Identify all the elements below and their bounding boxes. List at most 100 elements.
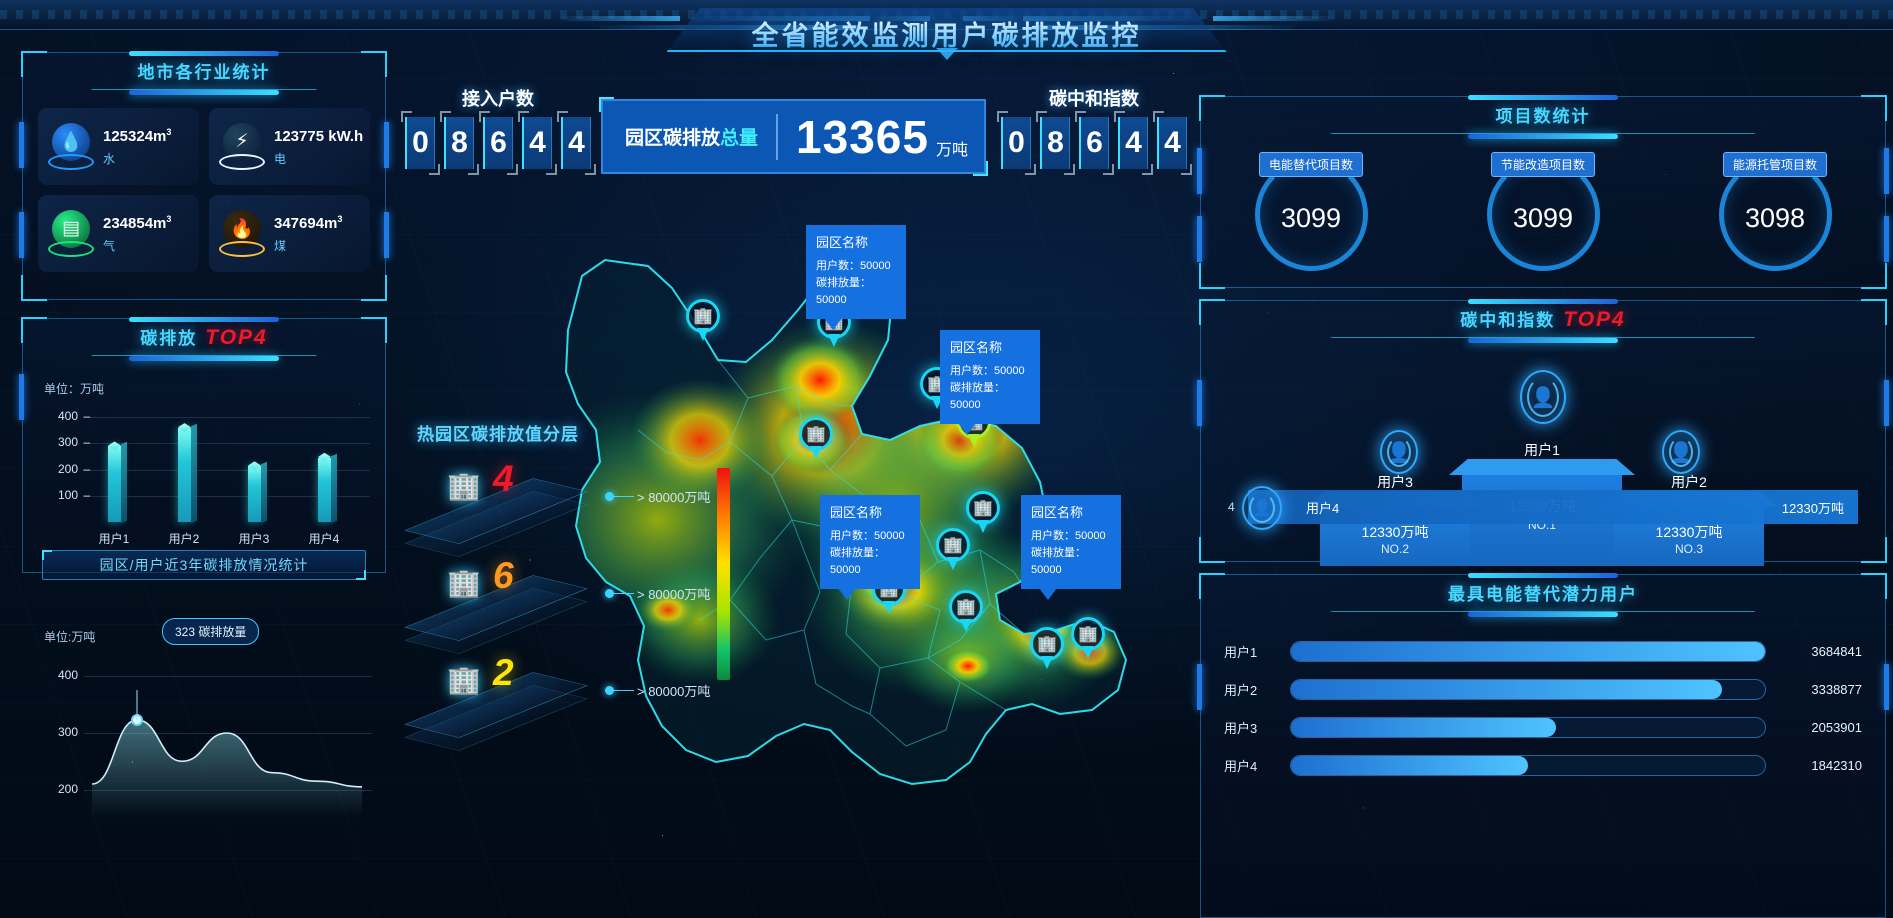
panel-title-text: 碳中和指数 TOP4 <box>1460 306 1625 332</box>
panel-title-underline <box>129 90 279 95</box>
emission-layer-item[interactable]: 🏢 4 > 80000万吨 <box>404 458 710 557</box>
counter-digit: 4 <box>1153 111 1192 175</box>
map-pin[interactable]: 🏢 <box>799 417 833 459</box>
project-ring[interactable]: 电能替代项目数 3099 <box>1226 152 1396 274</box>
project-ring[interactable]: 节能改造项目数 3099 <box>1458 152 1628 274</box>
flame-icon: 🔥 <box>217 209 267 259</box>
tooltip-emission: 碳排放量：50000 <box>1031 547 1086 577</box>
potential-user-value: 3338877 <box>1811 681 1862 697</box>
heat-color-scale <box>717 468 730 680</box>
bar[interactable] <box>178 428 191 522</box>
user-icon: 👤 <box>1530 386 1556 409</box>
counter-digit: 0 <box>997 111 1036 175</box>
x-axis-label: 用户3 <box>238 532 270 546</box>
map-pin[interactable]: 🏢 <box>949 590 983 632</box>
bar[interactable] <box>318 457 331 522</box>
potential-user-row[interactable]: 用户4 1842310 <box>1224 746 1862 784</box>
kpi-card-electricity[interactable]: ⚡ 123775 kW.h 电 <box>209 108 370 185</box>
map-pin[interactable]: 🏢 <box>936 528 970 570</box>
kpi-card-gas[interactable]: ▤ 234854m3 气 <box>38 195 199 272</box>
kpi-card-coal[interactable]: 🔥 347694m3 煤 <box>209 195 370 272</box>
tooltip-users: 用户数：50000 <box>830 530 905 543</box>
total-emission-label: 园区碳排放总量 <box>625 123 758 150</box>
page-header: 全省能效监测用户碳排放监控 <box>0 0 1893 72</box>
edge-tick <box>19 212 24 258</box>
bar-chart: 400 300 200 100 用户1 用户2 用户3 用户4 <box>42 404 370 546</box>
panel-title-area: 碳排放 TOP4 <box>22 317 386 364</box>
edge-tick <box>384 212 389 258</box>
corner-decoration <box>1199 299 1225 325</box>
grid-line <box>84 469 370 471</box>
progress-track <box>1290 640 1766 662</box>
potential-user-value: 2053901 <box>1811 719 1862 735</box>
potential-user-row[interactable]: 用户2 3338877 <box>1224 670 1862 708</box>
three-year-stats-button[interactable]: 园区/用户近3年碳排放情况统计 <box>42 550 366 580</box>
layer-dot <box>605 686 614 695</box>
building-icon: 🏢 <box>936 528 970 562</box>
rank-four-row[interactable]: 4 👤 用户4 12330万吨 <box>1228 486 1858 530</box>
edge-tick <box>1197 148 1202 194</box>
podium-rank: NO.3 <box>1674 542 1703 556</box>
podium-name: 用户3 <box>1377 474 1413 490</box>
map-pin[interactable]: 🏢 <box>686 299 720 341</box>
page-title: 全省能效监测用户碳排放监控 <box>752 14 1142 53</box>
map-pin[interactable]: 🏢 <box>1030 627 1064 669</box>
layer-dot <box>605 589 614 598</box>
map-tooltip: 园区名称 用户数：50000 碳排放量：50000 <box>940 330 1040 436</box>
panel-title-accent: TOP4 <box>205 326 268 349</box>
project-ring[interactable]: 能源托管项目数 3098 <box>1690 152 1860 274</box>
lightning-bolt-icon: ⚡ <box>217 122 267 172</box>
pin-tail <box>968 434 980 447</box>
kpi-card-water[interactable]: 💧 125324m3 水 <box>38 108 199 185</box>
map-pin[interactable]: 🏢 <box>1071 617 1105 659</box>
layer-connector <box>614 593 634 594</box>
potential-user-value: 1842310 <box>1811 757 1862 773</box>
kpi-value: 234854m <box>103 214 167 232</box>
y-axis-tick: 100 <box>42 488 90 502</box>
user-icon: 👤 <box>1668 441 1694 464</box>
layer-threshold: > 80000万吨 <box>637 490 711 505</box>
trend-annotation-badge: 323 碳排放量 <box>162 618 260 645</box>
counter-digit: 4 <box>557 111 596 175</box>
kpi-label: 电 <box>274 151 287 166</box>
potential-user-row[interactable]: 用户1 3684841 <box>1224 632 1862 670</box>
map-pin[interactable]: 🏢 <box>966 491 1000 533</box>
edge-tick <box>384 122 389 168</box>
project-ring-label: 节能改造项目数 <box>1490 152 1596 177</box>
potential-users-panel: 最具电能替代潜力用户 用户1 3684841 用户2 3338877 用户3 205390… <box>1197 573 1889 918</box>
potential-user-row[interactable]: 用户3 2053901 <box>1224 708 1862 746</box>
tooltip-emission: 碳排放量：50000 <box>816 277 871 307</box>
tooltip-users: 用户数：50000 <box>1031 530 1106 543</box>
bar[interactable] <box>108 446 121 522</box>
water-drop-icon: 💧 <box>46 122 96 172</box>
podium-top-face <box>1449 459 1635 475</box>
potential-user-value: 3684841 <box>1811 643 1862 659</box>
pin-tail <box>810 446 822 459</box>
ring-gauge: 3099 <box>1486 157 1600 271</box>
panel-title-area: 项目数统计 <box>1200 95 1886 142</box>
panel-title-underline <box>1468 134 1618 139</box>
potential-user-name: 用户2 <box>1224 682 1258 698</box>
total-emission-unit: 万吨 <box>935 142 968 159</box>
panel-title-topline <box>1468 573 1618 578</box>
corner-decoration <box>1861 573 1887 599</box>
emission-layer-item[interactable]: 🏢 6 > 80000万吨 <box>404 555 710 654</box>
counter-digit: 6 <box>1075 111 1114 175</box>
x-axis-label: 用户1 <box>98 532 130 546</box>
total-emission-value: 13365 <box>796 110 929 163</box>
panel-title-main: 碳排放 <box>140 329 198 348</box>
emission-layer-item[interactable]: 🏢 2 > 80000万吨 <box>404 652 710 751</box>
rank-four-bar[interactable]: 👤 用户4 12330万吨 <box>1242 486 1858 530</box>
tooltip-title: 园区名称 <box>816 235 869 250</box>
counter-digit: 8 <box>1036 111 1075 175</box>
x-axis-label: 用户4 <box>308 532 340 546</box>
user-icon: 👤 <box>1386 441 1412 464</box>
podium-name: 用户1 <box>1524 442 1560 458</box>
avatar: 👤 <box>1662 430 1700 474</box>
progress-fill <box>1291 679 1723 699</box>
bar[interactable] <box>248 466 261 522</box>
